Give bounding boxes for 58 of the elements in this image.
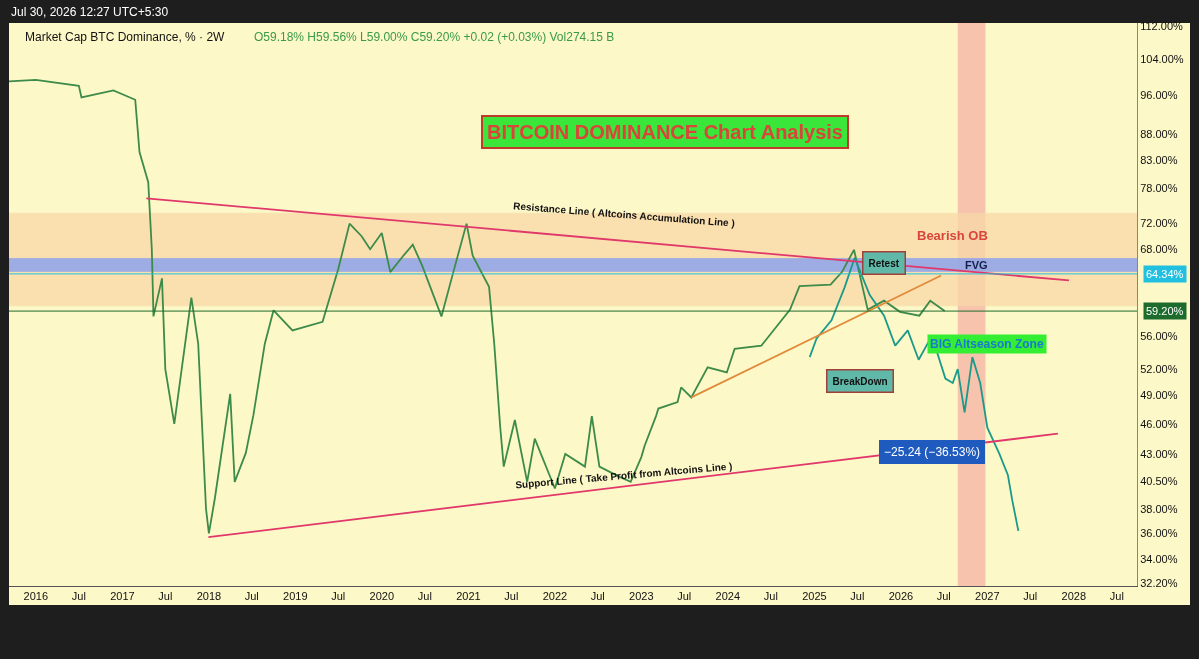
y-tick-label: 112.00% <box>1140 20 1184 33</box>
x-tick-label: Jul <box>504 590 519 603</box>
y-tick-label: 36.00% <box>1140 527 1178 540</box>
y-tick-label: 68.00% <box>1140 243 1178 256</box>
text: BITCOIN DOMINANCE Chart Analysis <box>487 121 843 143</box>
y-tick-label: 43.00% <box>1140 447 1178 460</box>
y-tick-label: 104.00% <box>1140 53 1184 66</box>
x-tick-label: 2018 <box>196 590 222 603</box>
x-tick-label: Jul <box>590 590 605 603</box>
band-label: FVG <box>965 259 988 271</box>
x-tick-label: Jul <box>1023 590 1038 603</box>
x-tick-label: 2024 <box>715 590 741 603</box>
x-tick-label: 2020 <box>369 590 394 603</box>
ref-line-label: 64.34% <box>1146 268 1184 280</box>
x-tick-label: Jul <box>244 590 259 603</box>
y-tick-label: 72.00% <box>1140 217 1178 230</box>
x-tick-label: Jul <box>71 590 86 603</box>
y-tick-label: 32.20% <box>1140 577 1178 590</box>
x-tick-label: 2021 <box>456 590 481 603</box>
x-tick-label: 2023 <box>629 590 654 603</box>
annotation: Support Line ( Take Profit from Altcoins Line ) <box>514 460 733 491</box>
x-tick-label: Jul <box>158 590 173 603</box>
annotation: BIG Altseason Zone <box>930 337 1044 351</box>
x-tick-label: Jul <box>763 590 778 603</box>
annotation: Retest <box>868 257 900 269</box>
annotation: Market Cap BTC Dominance, % · 2W <box>25 30 226 44</box>
annotation: O59.18% H59.56% L59.00% C59.20% +0.02 (+0.03%) Vol274.15 B <box>254 30 615 44</box>
band-label: −25.24 (−36.53%) <box>884 445 981 459</box>
ref-line-label: 59.20% <box>1146 305 1184 317</box>
x-tick-label: 2028 <box>1061 590 1087 603</box>
x-tick-label: Jul <box>850 590 865 603</box>
y-tick-label: 38.00% <box>1140 503 1178 516</box>
y-tick-label: 46.00% <box>1140 417 1178 430</box>
y-tick-label: 88.00% <box>1140 127 1178 140</box>
y-tick-label: 34.00% <box>1140 552 1178 565</box>
y-tick-label: 40.50% <box>1140 474 1178 487</box>
y-tick-label: 78.00% <box>1140 181 1178 194</box>
y-tick-label: 96.00% <box>1140 88 1178 101</box>
x-tick-label: 2027 <box>975 590 1000 603</box>
y-tick-label: 52.00% <box>1140 362 1178 375</box>
x-tick-label: 2022 <box>542 590 568 603</box>
x-tick-label: 2025 <box>802 590 827 603</box>
x-tick-label: Jul <box>677 590 692 603</box>
y-tick-label: 83.00% <box>1140 153 1178 166</box>
annotation: BreakDown <box>832 375 888 387</box>
x-tick-label: Jul <box>1109 590 1124 603</box>
x-tick-label: 2026 <box>888 590 914 603</box>
x-tick-label: 2019 <box>283 590 308 603</box>
x-tick-label: Jul <box>331 590 346 603</box>
y-tick-label: 56.00% <box>1140 329 1178 342</box>
x-tick-label: 2017 <box>110 590 135 603</box>
text: Jul 30, 2026 12:27 UTC+5:30 <box>11 5 169 19</box>
band-label: Bearish OB <box>917 228 988 243</box>
x-tick-label: Jul <box>417 590 432 603</box>
annotation: Resistance Line ( Altcoins Accumulation Line ) <box>512 200 736 229</box>
x-tick-label: 2016 <box>23 590 48 603</box>
x-tick-label: Jul <box>936 590 951 603</box>
y-tick-label: 49.00% <box>1140 389 1178 402</box>
